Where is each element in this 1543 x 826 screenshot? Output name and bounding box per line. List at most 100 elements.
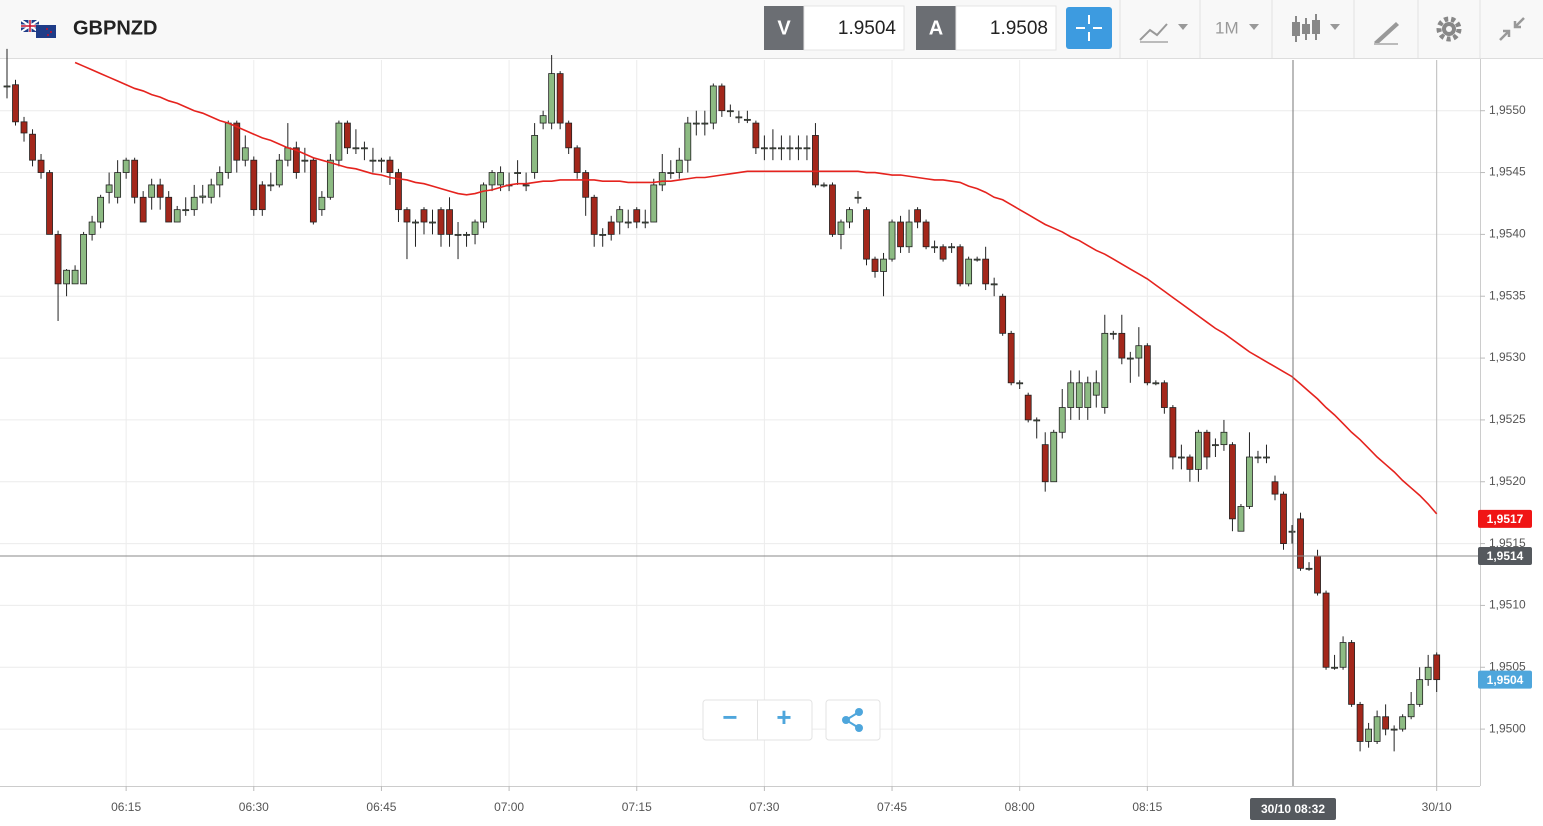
y-tick-label: 1,9540 — [1489, 227, 1526, 241]
candle-body — [1126, 357, 1134, 360]
candle-body — [3, 85, 11, 88]
candle-body — [812, 135, 819, 186]
candle-style-button[interactable] — [1292, 14, 1340, 42]
candle-body — [29, 133, 36, 161]
x-tick-label: 07:15 — [622, 800, 652, 814]
candle-body — [224, 122, 232, 173]
candle-body — [1067, 382, 1075, 408]
candle-body — [63, 269, 70, 285]
candle-body — [931, 246, 938, 249]
candle-body — [1356, 703, 1364, 742]
share-button[interactable] — [825, 699, 881, 741]
candle-body — [497, 172, 504, 186]
candle-body — [556, 73, 564, 124]
candle-body — [854, 196, 862, 199]
candle-body — [956, 246, 964, 285]
ask-badge — [916, 6, 956, 50]
candle-body — [1229, 444, 1236, 520]
candle-body — [105, 184, 113, 193]
candle-body — [888, 221, 896, 260]
candle-body — [446, 209, 453, 235]
ask-box — [955, 5, 1057, 51]
y-tick-label: 1,9545 — [1489, 165, 1526, 179]
candle-body — [1195, 431, 1202, 470]
y-tick-label: 1,9535 — [1489, 288, 1526, 302]
candle-body — [939, 246, 947, 260]
candle-body — [1203, 431, 1211, 458]
candle-body — [1373, 716, 1381, 742]
zoom-in-button[interactable]: + — [776, 702, 791, 732]
price-tag — [1478, 546, 1532, 565]
candle-body — [173, 209, 181, 223]
draw-tool-button[interactable] — [1374, 22, 1399, 45]
candle-body — [641, 221, 649, 224]
candle-body — [786, 147, 794, 150]
candle-body — [471, 221, 479, 235]
x-tick-label: 08:15 — [1132, 800, 1162, 814]
candle-body — [1075, 382, 1083, 408]
candle-body — [650, 184, 658, 223]
candle-body — [352, 147, 360, 150]
candle-body — [1339, 642, 1347, 668]
crosshair-button[interactable] — [1066, 7, 1112, 49]
candle-body — [114, 172, 122, 198]
zoom-out-button[interactable]: − — [722, 702, 737, 732]
chart-type-button[interactable] — [1139, 23, 1188, 43]
candle-body — [275, 159, 283, 186]
candle-body — [454, 233, 462, 236]
candle-body — [718, 85, 726, 112]
candle-body — [1297, 518, 1304, 569]
candle-body — [684, 122, 692, 161]
candle-body — [80, 233, 87, 285]
candle-body — [131, 159, 139, 198]
candle-body — [1160, 382, 1168, 408]
candle-body — [122, 159, 130, 173]
candle-body — [182, 209, 190, 212]
x-tick-label: 08:00 — [1005, 800, 1035, 814]
candle-body — [1399, 716, 1407, 730]
candle-body — [403, 209, 411, 223]
flag-icon — [20, 19, 56, 38]
axes-layer: 1,9500 1,9505 1,9510 1,9515 1,9520 1,9525 1,95… — [0, 60, 1532, 820]
candle-body — [37, 159, 45, 173]
candle-body — [1084, 382, 1092, 408]
candle-body — [386, 159, 394, 173]
zoom-controls: − + — [702, 699, 881, 741]
candle-body — [1220, 431, 1228, 446]
collapse-button[interactable] — [1499, 17, 1525, 41]
x-tick-label: 06:15 — [111, 800, 141, 814]
candle-body — [633, 209, 641, 223]
candle-body — [1288, 530, 1296, 533]
candle-body — [1135, 345, 1143, 359]
candle-body — [1169, 407, 1177, 458]
candle-body — [97, 196, 105, 223]
candle-body — [616, 209, 624, 223]
candle-body — [820, 184, 828, 187]
candle-body — [769, 147, 777, 150]
candle-body — [1424, 666, 1432, 681]
candle-body — [701, 122, 709, 125]
candle-body — [420, 209, 428, 223]
candle-body — [1177, 456, 1185, 459]
candle-body — [667, 172, 675, 174]
candle-body — [463, 233, 470, 236]
y-tick-label: 1,9510 — [1489, 598, 1526, 612]
bid-box — [803, 5, 905, 51]
candle-body — [1322, 592, 1330, 668]
candle-body — [1271, 481, 1279, 495]
candle-body — [973, 258, 981, 261]
y-tick-label: 1,9525 — [1489, 412, 1526, 426]
candle-body — [735, 116, 743, 119]
candle-body — [829, 184, 836, 235]
candle-body — [488, 172, 496, 186]
timeframe-caret[interactable] — [1249, 24, 1259, 30]
candle-body — [335, 122, 343, 161]
candle-body — [1390, 728, 1398, 731]
candle-body — [250, 159, 258, 211]
candle-body — [531, 135, 539, 173]
candle-body — [148, 184, 156, 198]
crosshair-label-bg — [1250, 798, 1336, 820]
settings-button[interactable] — [1436, 16, 1462, 42]
timeframe[interactable]: 1M — [1215, 18, 1239, 37]
